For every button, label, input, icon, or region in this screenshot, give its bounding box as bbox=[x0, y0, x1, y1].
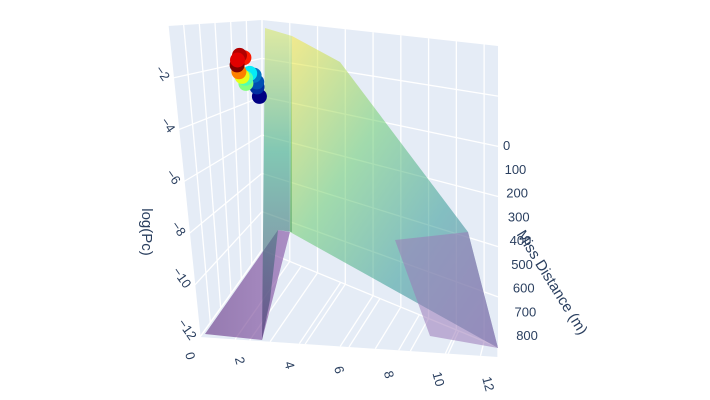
x-tick-label: 2 bbox=[232, 355, 248, 366]
x-gridline bbox=[398, 314, 420, 351]
y-tick-label: 200 bbox=[506, 186, 528, 201]
x-gridline bbox=[183, 24, 211, 323]
x-gridline bbox=[198, 23, 222, 309]
z-tick-label: −8 bbox=[168, 218, 189, 239]
z-tick-label: −4 bbox=[158, 115, 179, 136]
back-wall bbox=[168, 20, 262, 337]
y-tick-label: 700 bbox=[515, 304, 537, 319]
surface-wall bbox=[262, 28, 292, 340]
x-gridline bbox=[214, 22, 232, 294]
y-tick-label: 400 bbox=[510, 233, 532, 248]
y-gridline bbox=[269, 272, 319, 343]
z-tick-label: −12 bbox=[175, 316, 200, 343]
x-gridline bbox=[348, 298, 381, 348]
y-tick-labels: 0 100 200 300 400 500 600 700 800 bbox=[503, 138, 538, 343]
x-tick-label: 6 bbox=[331, 364, 347, 375]
y-gridline bbox=[374, 306, 402, 350]
x-tick-label: 12 bbox=[479, 375, 497, 393]
y-gridline bbox=[304, 283, 346, 345]
y-tick-label: 800 bbox=[516, 328, 538, 343]
surface-ramp bbox=[395, 232, 498, 348]
x-tick-label: 8 bbox=[381, 369, 397, 380]
y-tick-label: 500 bbox=[511, 257, 533, 272]
x-tick-labels: 0 2 4 6 8 10 12 bbox=[182, 350, 497, 392]
scatter-points bbox=[229, 47, 267, 104]
z-tick-label: −10 bbox=[170, 264, 195, 291]
x-tick-label: 0 bbox=[182, 350, 198, 361]
x-tick-label: 4 bbox=[281, 360, 297, 371]
y-gridline bbox=[339, 295, 374, 347]
x-tick-label: 10 bbox=[430, 370, 448, 388]
y-tick-label: 0 bbox=[503, 138, 510, 153]
y-tick-label: 600 bbox=[513, 281, 535, 296]
x-gridline bbox=[167, 25, 201, 338]
y-gridline bbox=[199, 249, 263, 338]
z-tick-label: −2 bbox=[152, 63, 173, 84]
z-axis-title: log(Pc) bbox=[138, 208, 155, 256]
z-tick-label: −6 bbox=[163, 166, 184, 187]
y-tick-label: 100 bbox=[505, 162, 527, 177]
x-gridline bbox=[298, 281, 342, 345]
scatter-point bbox=[230, 52, 245, 68]
y-tick-label: 300 bbox=[508, 209, 530, 224]
y-gridline bbox=[409, 318, 430, 352]
